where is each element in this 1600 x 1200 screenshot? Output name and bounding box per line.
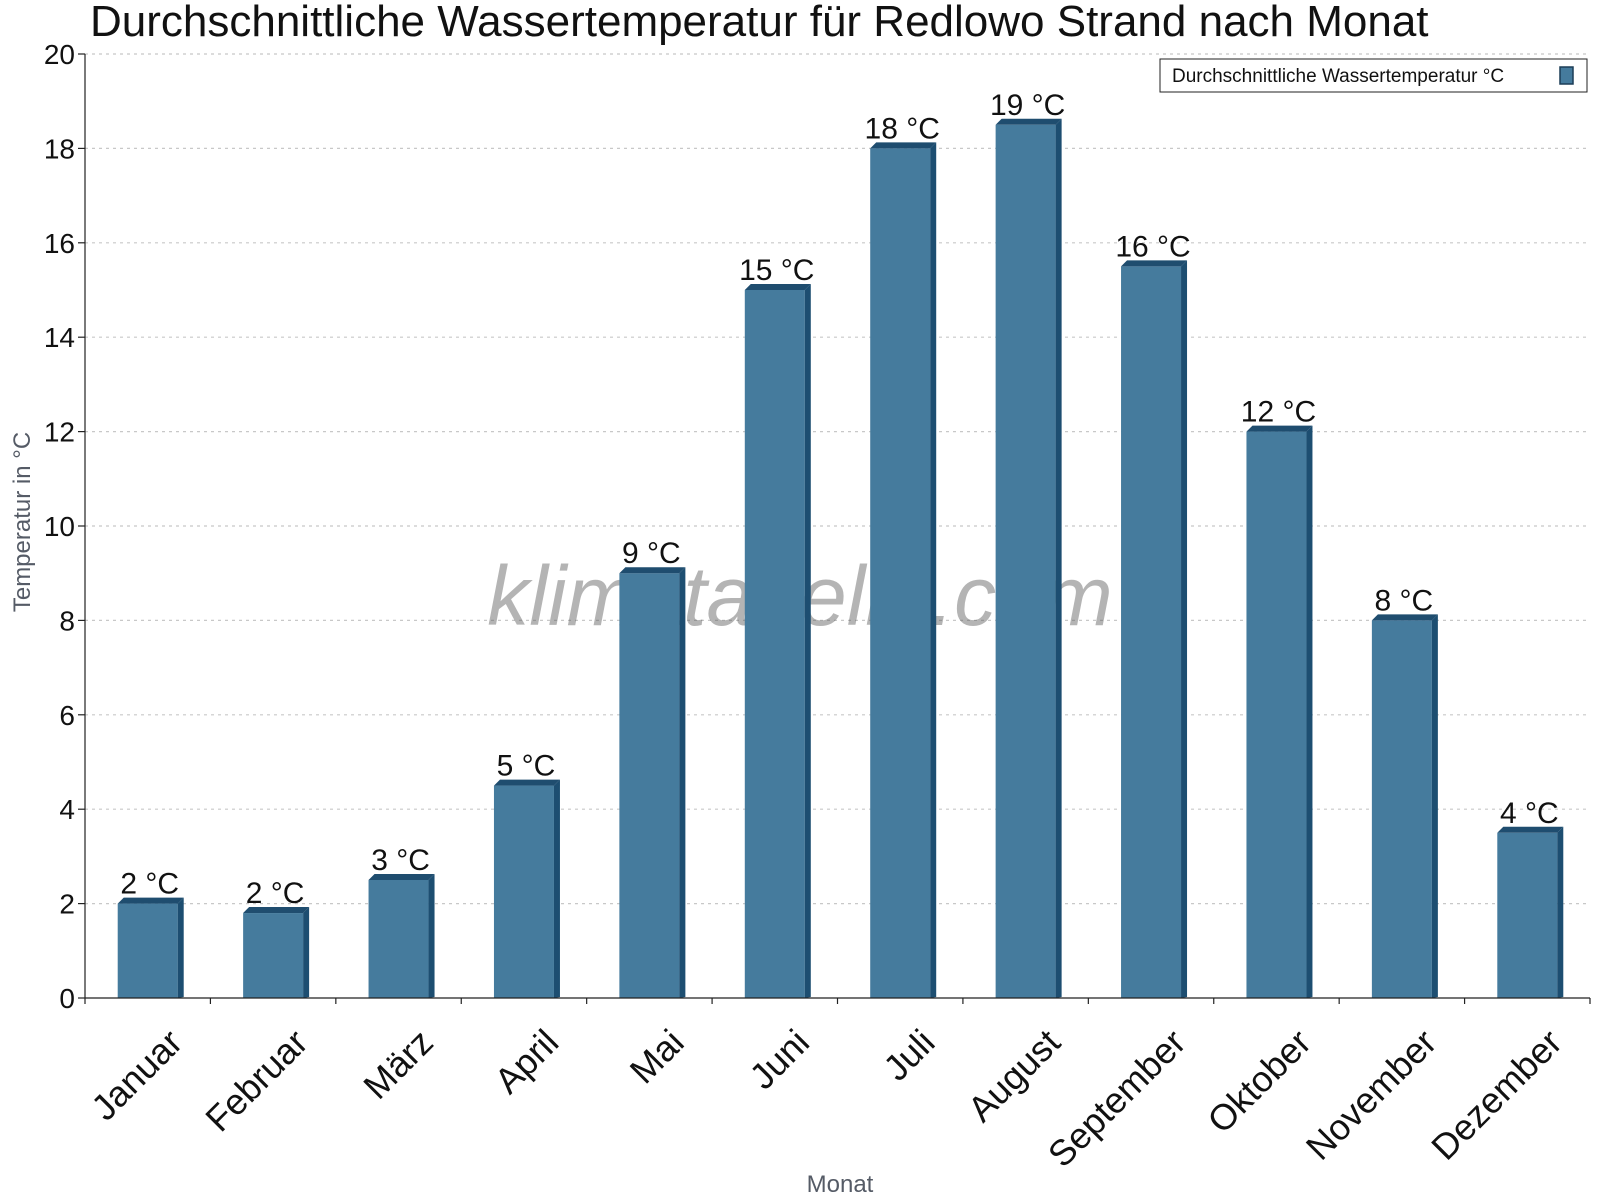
bar <box>995 118 1062 999</box>
x-tick-label: August <box>960 1021 1068 1129</box>
bar <box>493 779 560 998</box>
data-label: 15 °C <box>739 254 814 287</box>
data-label: 3 °C <box>371 844 430 877</box>
x-tick-label: Mai <box>622 1021 692 1091</box>
x-axis-title: Monat <box>807 1171 874 1198</box>
bar-front <box>619 573 680 998</box>
data-label: 5 °C <box>497 750 556 783</box>
bar-top <box>117 897 184 904</box>
bar-side <box>1181 260 1188 998</box>
bar-top <box>744 284 811 290</box>
bar-front <box>1246 431 1307 999</box>
x-tick-label: Januar <box>83 1021 190 1128</box>
x-axis-ticks: Januar Februar März April Mai Juni Juli AugustS… <box>83 998 1591 1175</box>
bar-top <box>368 874 435 880</box>
legend-label: Durchschnittliche Wassertemperatur °C <box>1172 66 1504 87</box>
bar-front <box>117 903 178 998</box>
bar <box>243 907 310 998</box>
bar-top <box>1246 425 1313 432</box>
x-tick-label: April <box>486 1021 566 1101</box>
x-tick-label: November <box>1298 1021 1444 1167</box>
bar-front <box>744 290 805 998</box>
data-label: 4 °C <box>1500 797 1559 830</box>
bars-group <box>117 118 1564 999</box>
y-tick-label: 12 <box>44 417 75 448</box>
x-tick-label: Oktober <box>1199 1021 1319 1141</box>
bar-top <box>619 567 686 574</box>
bar-top <box>870 142 937 149</box>
x-tick-label: Juni <box>741 1021 817 1097</box>
chart-title: Durchschnittliche Wassertemperatur für R… <box>90 0 1429 46</box>
y-axis-ticks: 0 2 4 6 8 10 12 14 16 18 20 <box>44 39 85 1014</box>
bar-top <box>1497 826 1564 833</box>
x-tick-label: Dezember <box>1423 1021 1569 1167</box>
bar-top <box>995 118 1062 125</box>
data-label: 18 °C <box>865 112 940 145</box>
legend: Durchschnittliche Wassertemperatur °C <box>1159 58 1588 93</box>
bar <box>1371 614 1438 998</box>
bar-side <box>303 907 310 998</box>
y-tick-label: 2 <box>59 889 75 920</box>
bar <box>1246 425 1313 999</box>
legend-swatch <box>1559 66 1574 85</box>
bar-side <box>1431 614 1438 998</box>
bar <box>368 874 435 998</box>
y-tick-label: 0 <box>59 983 75 1014</box>
data-label: 12 °C <box>1241 396 1316 429</box>
data-label: 16 °C <box>1115 230 1190 263</box>
bar-side <box>177 897 184 998</box>
bar-side <box>804 284 811 998</box>
bar-front <box>1497 832 1558 998</box>
data-label: 2 °C <box>246 877 305 910</box>
data-label: 8 °C <box>1375 584 1434 617</box>
data-label: 19 °C <box>990 89 1065 122</box>
bar <box>1497 826 1564 998</box>
y-tick-label: 20 <box>44 39 75 70</box>
bar-side <box>553 779 560 998</box>
bar-top <box>1371 614 1438 621</box>
y-tick-label: 10 <box>44 511 75 542</box>
bar-side <box>1055 118 1062 999</box>
y-tick-label: 8 <box>59 605 75 636</box>
bar-front <box>1121 266 1182 998</box>
bar <box>1121 260 1188 998</box>
data-label: 9 °C <box>622 537 681 570</box>
y-tick-label: 16 <box>44 228 75 259</box>
x-tick-label: September <box>1040 1021 1194 1175</box>
data-label: 2 °C <box>120 868 179 901</box>
bar-top <box>243 907 310 914</box>
y-axis-title: Temperatur in °C <box>9 432 36 612</box>
bar-front <box>995 124 1056 999</box>
bar <box>744 284 811 998</box>
bar <box>870 142 937 998</box>
y-tick-label: 4 <box>59 794 75 825</box>
legend-box <box>1159 58 1588 93</box>
x-tick-label: Februar <box>197 1021 315 1139</box>
x-tick-label: Juli <box>875 1021 942 1088</box>
x-tick-label: März <box>355 1021 441 1107</box>
bar-side <box>679 567 686 998</box>
bar-front <box>368 880 429 998</box>
bar-side <box>1306 425 1313 999</box>
gridlines <box>85 53 1590 905</box>
y-tick-label: 14 <box>44 322 75 353</box>
bar-front <box>1371 620 1432 998</box>
bar <box>619 567 686 998</box>
data-labels: 2 °C 2 °C 3 °C 5 °C 9 °C 15 °C 18 °C 19 °C 16 °C… <box>120 89 1558 910</box>
y-tick-label: 18 <box>44 133 75 164</box>
bar-front <box>243 913 304 998</box>
bar-side <box>930 142 937 998</box>
bar-front <box>870 148 931 998</box>
bar-top <box>1121 260 1188 267</box>
y-tick-label: 6 <box>59 700 75 731</box>
bar-top <box>493 779 560 786</box>
bar-side <box>1557 826 1564 998</box>
bar <box>117 897 184 998</box>
bar-side <box>428 874 435 998</box>
bar-front <box>493 785 554 998</box>
